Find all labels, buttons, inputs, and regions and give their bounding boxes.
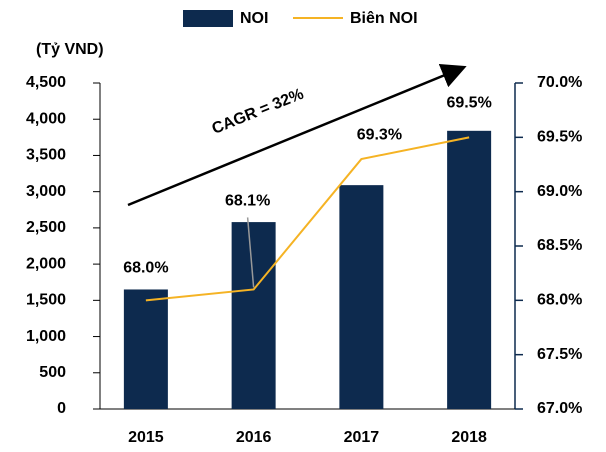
bar <box>231 222 276 409</box>
y2-tick-label: 69.0% <box>537 183 582 200</box>
y-tick-label: 4,500 <box>26 74 66 91</box>
x-tick-label: 2016 <box>236 429 272 446</box>
y2-tick-label: 68.0% <box>537 292 582 309</box>
data-label: 69.5% <box>446 95 491 112</box>
y2-tick-label: 67.5% <box>537 346 582 363</box>
y-tick-label: 2,500 <box>26 219 66 236</box>
y2-tick-label: 69.5% <box>537 129 582 146</box>
line <box>145 136 470 302</box>
bar <box>447 130 492 409</box>
y-tick-label: 500 <box>39 364 66 381</box>
y-tick-label: 4,000 <box>26 110 66 127</box>
bar <box>339 185 384 409</box>
y2-tick-label: 68.5% <box>537 237 582 254</box>
x-tick-label: 2015 <box>128 429 164 446</box>
cagr-arrow <box>127 64 467 207</box>
y-tick-label: 0 <box>57 400 66 417</box>
annotation: CAGR = 32% <box>210 86 307 138</box>
y2-tick-label: 67.0% <box>537 400 582 417</box>
y-tick-label: 1,500 <box>26 292 66 309</box>
y-tick-label: 2,000 <box>26 255 66 272</box>
y2-tick-label: 70.0% <box>537 74 582 91</box>
y-tick-label: 3,500 <box>26 147 66 164</box>
legend-swatch <box>183 10 233 27</box>
y-tick-label: 3,000 <box>26 183 66 200</box>
bar <box>123 289 168 409</box>
leader-line <box>246 217 255 288</box>
y-tick-label: 1,000 <box>26 328 66 345</box>
axis-label: (Tỷ VND) <box>36 41 104 58</box>
legend-label: Biên NOI <box>350 10 418 27</box>
x-tick-label: 2017 <box>344 429 380 446</box>
x-tick-label: 2018 <box>451 429 487 446</box>
legend-label: NOI <box>240 10 268 27</box>
data-label: 68.0% <box>123 260 168 277</box>
data-label: 69.3% <box>357 126 402 143</box>
data-label: 68.1% <box>225 193 270 210</box>
